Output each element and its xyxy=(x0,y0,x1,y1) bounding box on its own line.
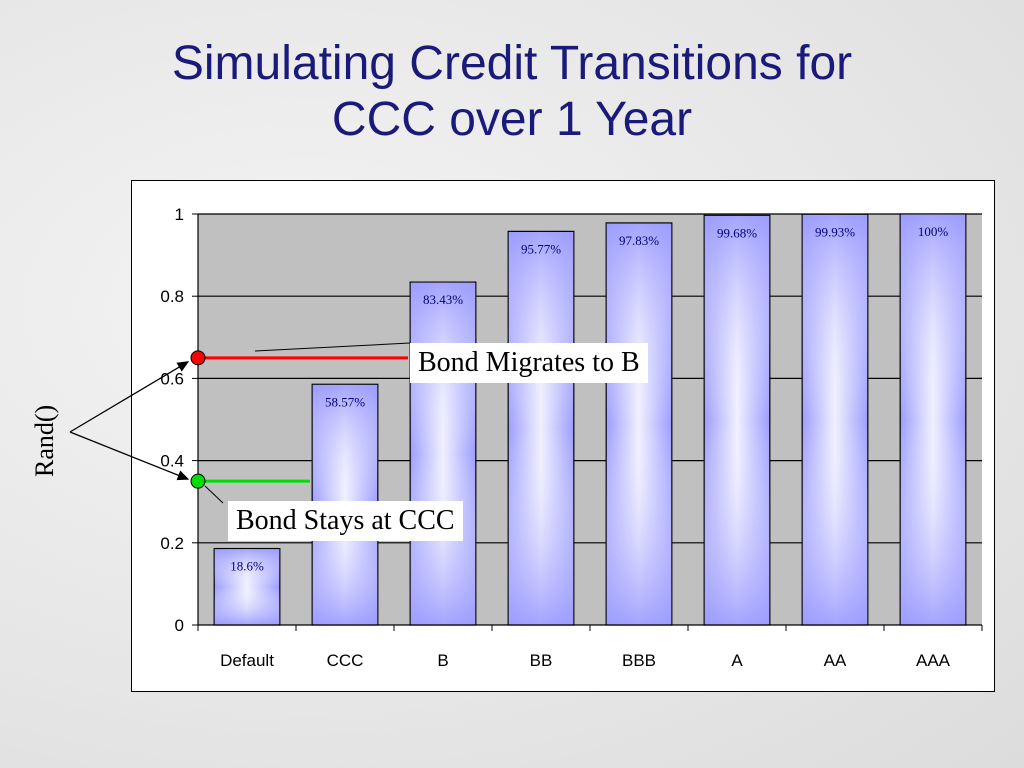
stay-leader xyxy=(204,485,224,504)
annotations xyxy=(69,342,411,504)
x-tick-label: BB xyxy=(530,651,553,670)
y-tick-label: 0.2 xyxy=(160,534,184,553)
bar-shade xyxy=(802,214,868,625)
slide-title: Simulating Credit Transitions for CCC ov… xyxy=(0,36,1024,148)
x-tick-label: A xyxy=(731,651,743,670)
x-tick-label: Default xyxy=(220,651,274,670)
bar-data-label: 97.83% xyxy=(619,233,659,248)
x-tick-label: CCC xyxy=(327,651,364,670)
bar-data-label: 95.77% xyxy=(521,241,561,256)
rand-label: Rand() xyxy=(30,404,59,477)
bar-data-label: 99.68% xyxy=(717,225,757,240)
callout-migrate: Bond Migrates to B xyxy=(410,343,648,383)
x-tick-label: AA xyxy=(824,651,847,670)
bar-data-label: 18.6% xyxy=(230,559,264,574)
callout-stay: Bond Stays at CCC xyxy=(228,501,463,541)
y-tick-label: 0.8 xyxy=(160,287,184,306)
y-tick-label: 0 xyxy=(175,616,184,635)
migrate-marker xyxy=(190,350,206,366)
bar-data-label: 83.43% xyxy=(423,292,463,307)
bar-data-label: 99.93% xyxy=(815,224,855,239)
migrate-leader xyxy=(254,342,411,352)
y-tick-label: 0.4 xyxy=(160,452,184,471)
bar-shade xyxy=(704,215,770,625)
x-tick-label: AAA xyxy=(916,651,951,670)
rand-arrow-up xyxy=(69,361,190,433)
stay-marker xyxy=(190,473,206,489)
bar-shade xyxy=(410,282,476,625)
bar-shade xyxy=(606,223,672,625)
y-tick-label: 1 xyxy=(175,205,184,224)
bar-shade xyxy=(508,231,574,625)
x-tick-label: BBB xyxy=(622,651,656,670)
bar-shade xyxy=(214,549,280,625)
title-line-2: CCC over 1 Year xyxy=(331,93,693,146)
bar-data-label: 100% xyxy=(918,224,949,239)
y-tick-label: 0.6 xyxy=(160,369,184,388)
rand-arrow-down xyxy=(69,431,190,481)
bars: 18.6% 58.57% 83.43% 95.77% 97.83% 99.68% 99.93… xyxy=(213,213,967,626)
bar-data-label: 58.57% xyxy=(325,394,365,409)
bar-shade xyxy=(900,214,966,625)
x-tick-label: B xyxy=(437,651,448,670)
title-line-1: Simulating Credit Transitions for xyxy=(171,37,853,90)
